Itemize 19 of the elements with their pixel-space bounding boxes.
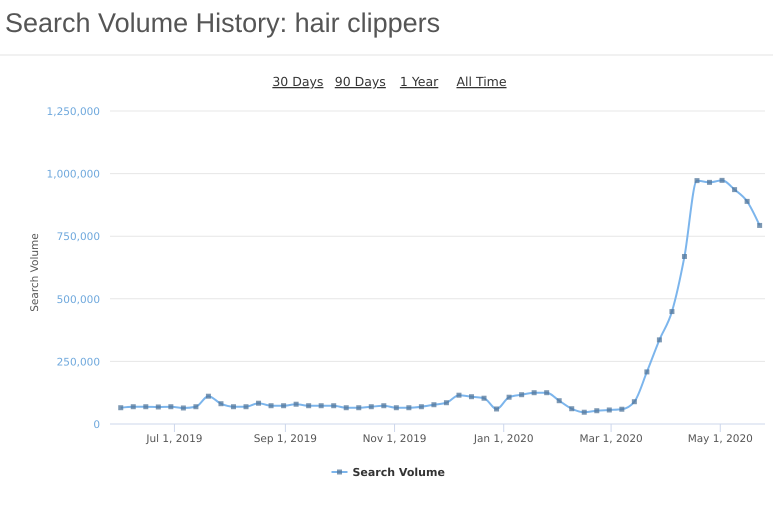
x-tick-label: Jul 1, 2019	[145, 433, 202, 445]
y-tick-label: 250,000	[56, 356, 100, 368]
x-tick-label: Sep 1, 2019	[254, 433, 317, 445]
y-axis-title: Search Volume	[29, 233, 41, 312]
legend-label: Search Volume	[352, 466, 445, 479]
text: 90 Days	[334, 74, 386, 89]
chart-title: Search Volume History: hair clippers	[5, 8, 440, 38]
x-tick-label: Mar 1, 2020	[579, 433, 643, 445]
text: 1 Year	[400, 74, 440, 89]
y-tick-label: 750,000	[56, 231, 100, 244]
x-tick-label: Nov 1, 2019	[362, 433, 427, 445]
y-tick-label: 0	[93, 419, 100, 431]
x-tick-label: May 1, 2020	[688, 433, 753, 445]
text: 30 Days	[272, 74, 324, 89]
y-tick-label: 500,000	[56, 294, 100, 306]
text: All Time	[456, 74, 507, 89]
y-tick-label: 1,250,000	[46, 106, 100, 118]
x-tick-label: Jan 1, 2020	[472, 433, 534, 445]
y-tick-label: 1,000,000	[46, 168, 100, 181]
